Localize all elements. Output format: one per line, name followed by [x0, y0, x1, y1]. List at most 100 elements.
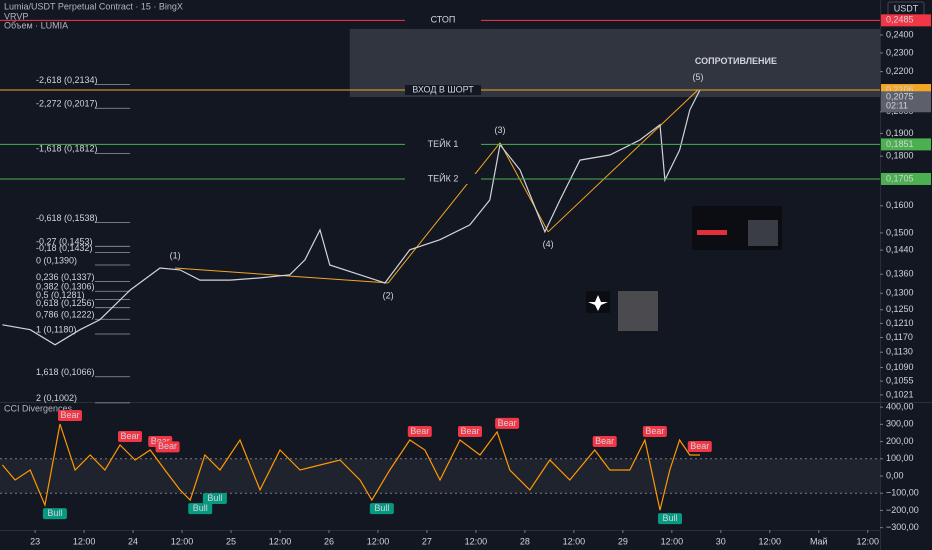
axis-price-tag [881, 138, 931, 151]
y-tick-label: 0,1090 [886, 362, 914, 372]
x-tick-label: 12:00 [171, 536, 194, 546]
signal-label: Bear [645, 426, 664, 436]
x-tick-label: 12:00 [465, 536, 488, 546]
currency-label[interactable]: USDT [894, 3, 919, 13]
x-tick-label: 12:00 [73, 536, 96, 546]
fib-label: -0,18 (0,1432) [36, 243, 93, 253]
level-label-bg [405, 15, 481, 26]
x-tick-label: 12:00 [759, 536, 782, 546]
y-tick-label: 0,1900 [886, 128, 914, 138]
wave-label: (2) [383, 290, 394, 300]
x-tick-label: 12:00 [269, 536, 292, 546]
y-tick-label: 0,1440 [886, 244, 914, 254]
signal-label: Bull [47, 508, 62, 518]
wave-label: (3) [495, 125, 506, 135]
x-tick-label: Май [810, 536, 828, 546]
signal-label: Bear [690, 441, 709, 451]
fib-label: 0,786 (0,1222) [36, 310, 95, 320]
fib-label: -2,272 (0,2017) [36, 99, 98, 109]
signal-tag [58, 410, 82, 422]
wave-label: (4) [543, 239, 554, 249]
signal-label: Bear [158, 441, 177, 451]
level-label-bg [405, 173, 481, 184]
signal-tag [42, 508, 67, 520]
fib-label: 2 (0,1002) [36, 393, 77, 403]
axis-price-label: 0,2485 [886, 15, 914, 25]
y-tick-label: 0,2200 [886, 66, 914, 76]
signal-tag [592, 436, 617, 448]
fib-label: 0,236 (0,1337) [36, 272, 95, 282]
signal-tag [495, 417, 520, 429]
signal-tag [118, 431, 142, 443]
indicator-label: Объем · LUMIA [4, 20, 68, 30]
y-tick-label: 100,00 [886, 453, 914, 463]
fib-label: -0,27 (0,1453) [36, 237, 93, 247]
y-tick-label: 0,1055 [886, 376, 914, 386]
fib-label: 1 (0,1180) [36, 324, 76, 334]
signal-label: Bull [207, 493, 222, 503]
x-tick-label: 28 [520, 536, 530, 546]
y-tick-label: 200,00 [886, 436, 914, 446]
y-tick-label: 0,2400 [886, 29, 914, 39]
axis-price-label: 0,1705 [886, 173, 914, 183]
logo-icon [588, 295, 608, 311]
y-tick-label: 0,00 [886, 470, 904, 480]
axis-price-tag [881, 14, 931, 27]
thumbnail-image [748, 220, 778, 246]
x-tick-label: 23 [30, 536, 40, 546]
x-tick-label: 12:00 [856, 536, 879, 546]
signal-label: Bear [120, 431, 139, 441]
wave-segment [499, 142, 549, 233]
signal-tag [407, 426, 432, 438]
level-label: СТОП [431, 15, 456, 25]
level-label: ТЕЙК 2 [428, 172, 459, 183]
fib-label: -2,618 (0,2134) [36, 75, 98, 85]
signal-tag [658, 513, 682, 525]
avatar-image [618, 291, 658, 331]
wave-label: (1) [170, 250, 181, 260]
signal-tag [642, 426, 667, 438]
y-tick-label: 0,1500 [886, 227, 914, 237]
y-tick-label: 0,1800 [886, 151, 914, 161]
y-tick-label: 0,2300 [886, 47, 914, 57]
series-line [1, 423, 700, 511]
last-price-tag [881, 91, 931, 113]
level-label-bg [405, 85, 481, 96]
wave-segment [387, 142, 501, 284]
signal-tag [369, 503, 394, 515]
y-tick-label: −300,00 [886, 522, 919, 532]
axis-price-label: 0,1851 [886, 139, 914, 149]
signal-label: Bear [60, 410, 79, 420]
signal-label: Bull [374, 503, 389, 513]
y-tick-label: 0,1021 [886, 389, 914, 399]
x-tick-label: 12:00 [661, 536, 684, 546]
signal-label: Bear [460, 426, 479, 436]
x-tick-label: 12:00 [563, 536, 586, 546]
fib-label: -0,618 (0,1538) [36, 213, 98, 223]
fib-label: -1,618 (0,1812) [36, 144, 98, 154]
signal-tag [458, 426, 482, 438]
y-tick-label: 0,1360 [886, 269, 914, 279]
fib-label: 0,382 (0,1306) [36, 282, 95, 292]
countdown-label: 02:11 [886, 101, 908, 111]
x-tick-label: 27 [422, 536, 432, 546]
thumbnail-accent [697, 230, 727, 235]
y-tick-label: 0,1600 [886, 200, 914, 210]
signal-label: Bull [662, 513, 677, 523]
signal-label: Bull [193, 503, 208, 513]
fib-label: 1,618 (0,1066) [36, 367, 95, 377]
signal-label: Bear [151, 436, 170, 446]
x-tick-label: 24 [128, 536, 138, 546]
wave-label: (5) [692, 72, 703, 82]
zone-label: СОПРОТИВЛЕНИЕ [695, 56, 777, 66]
y-tick-label: 0,1210 [886, 318, 914, 328]
y-tick-label: 0,1170 [886, 332, 913, 342]
y-tick-label: 0,1300 [886, 288, 914, 298]
signal-label: Bear [410, 426, 429, 436]
x-tick-label: 26 [324, 536, 334, 546]
signal-label: Bear [595, 436, 614, 446]
y-tick-label: 400,00 [886, 402, 914, 412]
signal-tag [687, 440, 712, 452]
